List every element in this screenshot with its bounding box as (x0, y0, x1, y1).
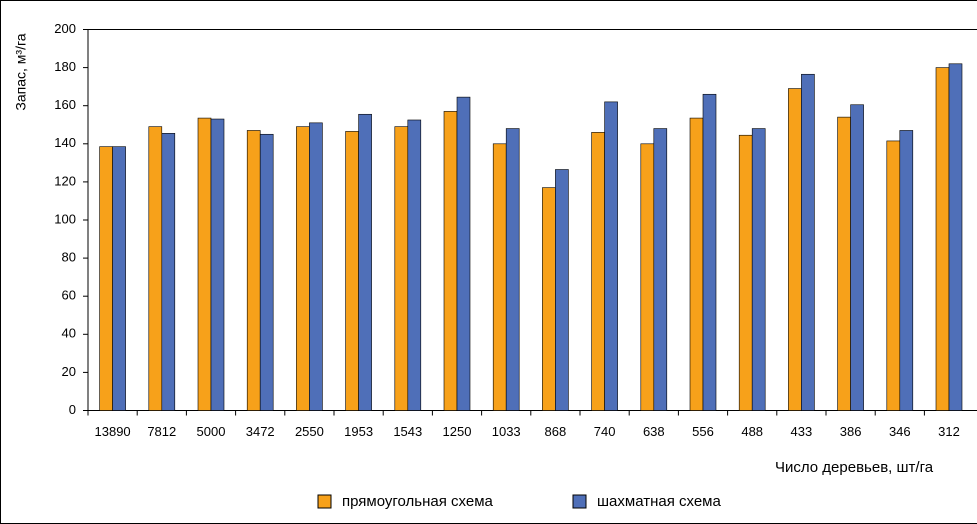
bar (751, 128, 766, 411)
bar (702, 93, 717, 411)
bar (161, 133, 176, 411)
bar (148, 126, 163, 411)
bar (738, 134, 753, 411)
y-axis-label: Запас, м³/га (13, 33, 29, 110)
y-tick-label: 20 (62, 364, 76, 379)
bar (653, 128, 668, 411)
y-tick-label: 180 (54, 59, 76, 74)
bar (555, 169, 569, 411)
y-tick-label: 160 (54, 97, 76, 112)
bar (112, 146, 126, 411)
y-tick-label: 140 (54, 135, 76, 150)
x-tick-label: 1543 (393, 424, 422, 439)
x-tick-label: 13890 (95, 424, 131, 439)
y-tick-label: 120 (54, 173, 76, 188)
x-tick-label: 3472 (246, 424, 275, 439)
x-tick-label: 488 (741, 424, 763, 439)
bar (899, 130, 914, 411)
bar (505, 128, 520, 411)
bar (801, 73, 815, 411)
x-tick-label: 346 (889, 424, 911, 439)
bar (935, 67, 950, 411)
x-tick-label: 868 (545, 424, 567, 439)
bar (394, 126, 409, 411)
y-tick-label: 0 (69, 402, 76, 417)
y-tick-label: 40 (62, 326, 76, 341)
bar (886, 140, 901, 411)
bar (210, 118, 225, 411)
bar (640, 143, 655, 411)
bar (99, 146, 113, 411)
legend-label: шахматная схема (597, 493, 721, 510)
x-axis-label: Число деревьев, шт/га (775, 459, 934, 476)
x-tick-label: 5000 (197, 424, 226, 439)
x-tick-label: 433 (791, 424, 813, 439)
legend-swatch (572, 494, 587, 509)
bar (689, 117, 704, 411)
bar (456, 96, 471, 411)
y-tick-label: 80 (62, 250, 76, 265)
bar (358, 113, 372, 411)
x-tick-label: 312 (938, 424, 960, 439)
bar (542, 187, 556, 411)
bar (197, 117, 212, 411)
x-tick-label: 7812 (147, 424, 176, 439)
bar (604, 101, 618, 411)
y-tick-label: 100 (54, 211, 76, 226)
bar (246, 130, 261, 411)
x-tick-label: 638 (643, 424, 665, 439)
y-tick-label: 200 (54, 21, 76, 36)
x-tick-label: 740 (594, 424, 616, 439)
x-tick-label: 1953 (344, 424, 373, 439)
bar (788, 88, 802, 411)
x-tick-label: 2550 (295, 424, 324, 439)
bar (492, 143, 507, 411)
x-tick-label: 556 (692, 424, 714, 439)
bar (345, 131, 359, 411)
bar (850, 104, 864, 411)
y-tick-label: 60 (62, 288, 76, 303)
bar (259, 133, 274, 411)
bar (296, 126, 310, 411)
bar (309, 122, 323, 411)
x-tick-label: 386 (840, 424, 862, 439)
legend-swatch (317, 494, 332, 509)
x-tick-label: 1033 (492, 424, 521, 439)
bar (837, 116, 851, 411)
legend-label: прямоугольная схема (342, 493, 494, 510)
bar (948, 63, 963, 411)
bar (591, 132, 605, 411)
x-tick-label: 1250 (443, 424, 472, 439)
bar (443, 111, 458, 411)
bar (407, 119, 422, 411)
